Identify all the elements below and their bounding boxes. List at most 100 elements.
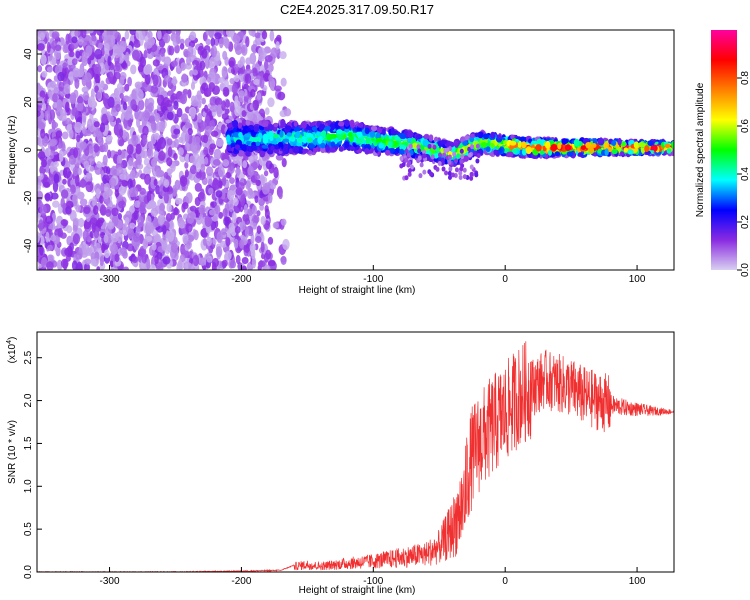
heatmap-cell [317,136,323,145]
heatmap-cell [205,38,212,46]
heatmap-cell [179,38,185,45]
heatmap-cell [81,30,87,39]
heatmap-cell [53,161,59,168]
y-tick-label: 2.5 [23,350,34,364]
heatmap-cell [200,135,206,143]
heatmap-cell [265,160,273,170]
heatmap-cell [170,242,178,254]
heatmap-cell [288,148,294,155]
heatmap-cell [39,204,47,216]
heatmap-cell [139,201,146,213]
heatmap-cell [252,222,257,230]
heatmap-cell [259,203,264,211]
heatmap-cell [72,199,78,207]
heatmap-cell [214,97,223,106]
y-tick-label: -40 [23,238,34,253]
y-tick-label: 0.5 [23,522,34,536]
heatmap-cell [252,100,259,110]
heatmap-cell [212,159,221,166]
heatmap-cell [69,92,77,103]
heatmap-cell [39,245,44,256]
heatmap-cell [244,226,250,238]
heatmap-cell [620,142,627,148]
heatmap-cell [239,239,245,249]
heatmap-cell [222,208,228,218]
heatmap-cell [647,140,654,146]
heatmap-cell [205,30,211,36]
snr-y-scale-prefix: (x10 [7,343,18,363]
heatmap-cell [407,171,412,177]
heatmap-cell [459,148,464,154]
heatmap-cell [186,239,192,250]
heatmap-cell [279,130,284,138]
heatmap-cell [87,57,92,65]
heatmap-cell [262,138,269,144]
heatmap-cell [51,31,60,40]
heatmap-x-ticks: -300 -200 -100 0 100 [100,265,646,285]
snr-x-axis-label: Height of straight line (km) [299,585,416,596]
heatmap-cell [64,92,71,100]
heatmap-cell [102,191,110,200]
heatmap-cell [182,88,189,95]
heatmap-cell [554,151,561,157]
heatmap-cell [429,171,434,177]
heatmap-cell [238,90,245,97]
heatmap-cell [160,50,165,57]
x-tick-label: 0 [502,576,508,587]
heatmap-cell [208,187,214,195]
heatmap-cell [209,143,217,150]
heatmap-cell [184,121,190,129]
heatmap-cell [41,159,47,168]
heatmap-cell [158,150,166,161]
heatmap-cell [234,45,243,56]
colorbar-tick-label: 0.2 [740,215,750,229]
heatmap-cell [469,175,474,181]
heatmap-cell [258,54,265,62]
heatmap-cell [143,49,148,59]
heatmap-cell [293,120,298,127]
heatmap-cell [458,174,463,180]
heatmap-cell [221,113,229,120]
heatmap-cell [130,64,137,75]
heatmap-cell [370,125,378,132]
heatmap-cell [212,179,220,191]
heatmap-cell [76,167,82,176]
heatmap-cell [165,213,172,222]
heatmap-cell [564,144,572,151]
heatmap-cell [671,140,674,149]
heatmap-cell [241,110,247,117]
heatmap-cell [652,144,658,152]
heatmap-cell [158,120,166,133]
x-tick-label: 100 [629,576,646,587]
heatmap-cell [419,162,424,168]
heatmap-cell [78,217,85,228]
heatmap-cell [281,158,287,168]
heatmap-cell [202,238,207,246]
heatmap-cell [290,136,296,142]
heatmap-cell [81,51,87,64]
heatmap-cell [136,89,144,101]
heatmap-cell [638,141,645,148]
heatmap-cell [57,227,64,238]
heatmap-cell [102,97,108,106]
y-tick-label: 1.0 [23,479,34,493]
heatmap-cell [93,121,100,128]
heatmap-cell [194,182,203,192]
heatmap-cell [87,96,96,108]
heatmap-cell [258,46,265,56]
heatmap-cell [211,262,217,270]
heatmap-cell [179,93,188,105]
heatmap-cell [201,97,206,105]
heatmap-cell [232,132,240,138]
heatmap-cell [72,217,80,225]
heatmap-cell [170,161,176,172]
heatmap-cell [68,154,76,165]
heatmap-cell [107,221,115,230]
heatmap-cell [177,147,184,156]
heatmap-cell [133,210,139,221]
heatmap-cell [306,132,313,139]
heatmap-cell [183,263,189,270]
heatmap-cell [240,194,246,207]
heatmap-cell [65,117,72,125]
heatmap-cell [171,185,177,197]
